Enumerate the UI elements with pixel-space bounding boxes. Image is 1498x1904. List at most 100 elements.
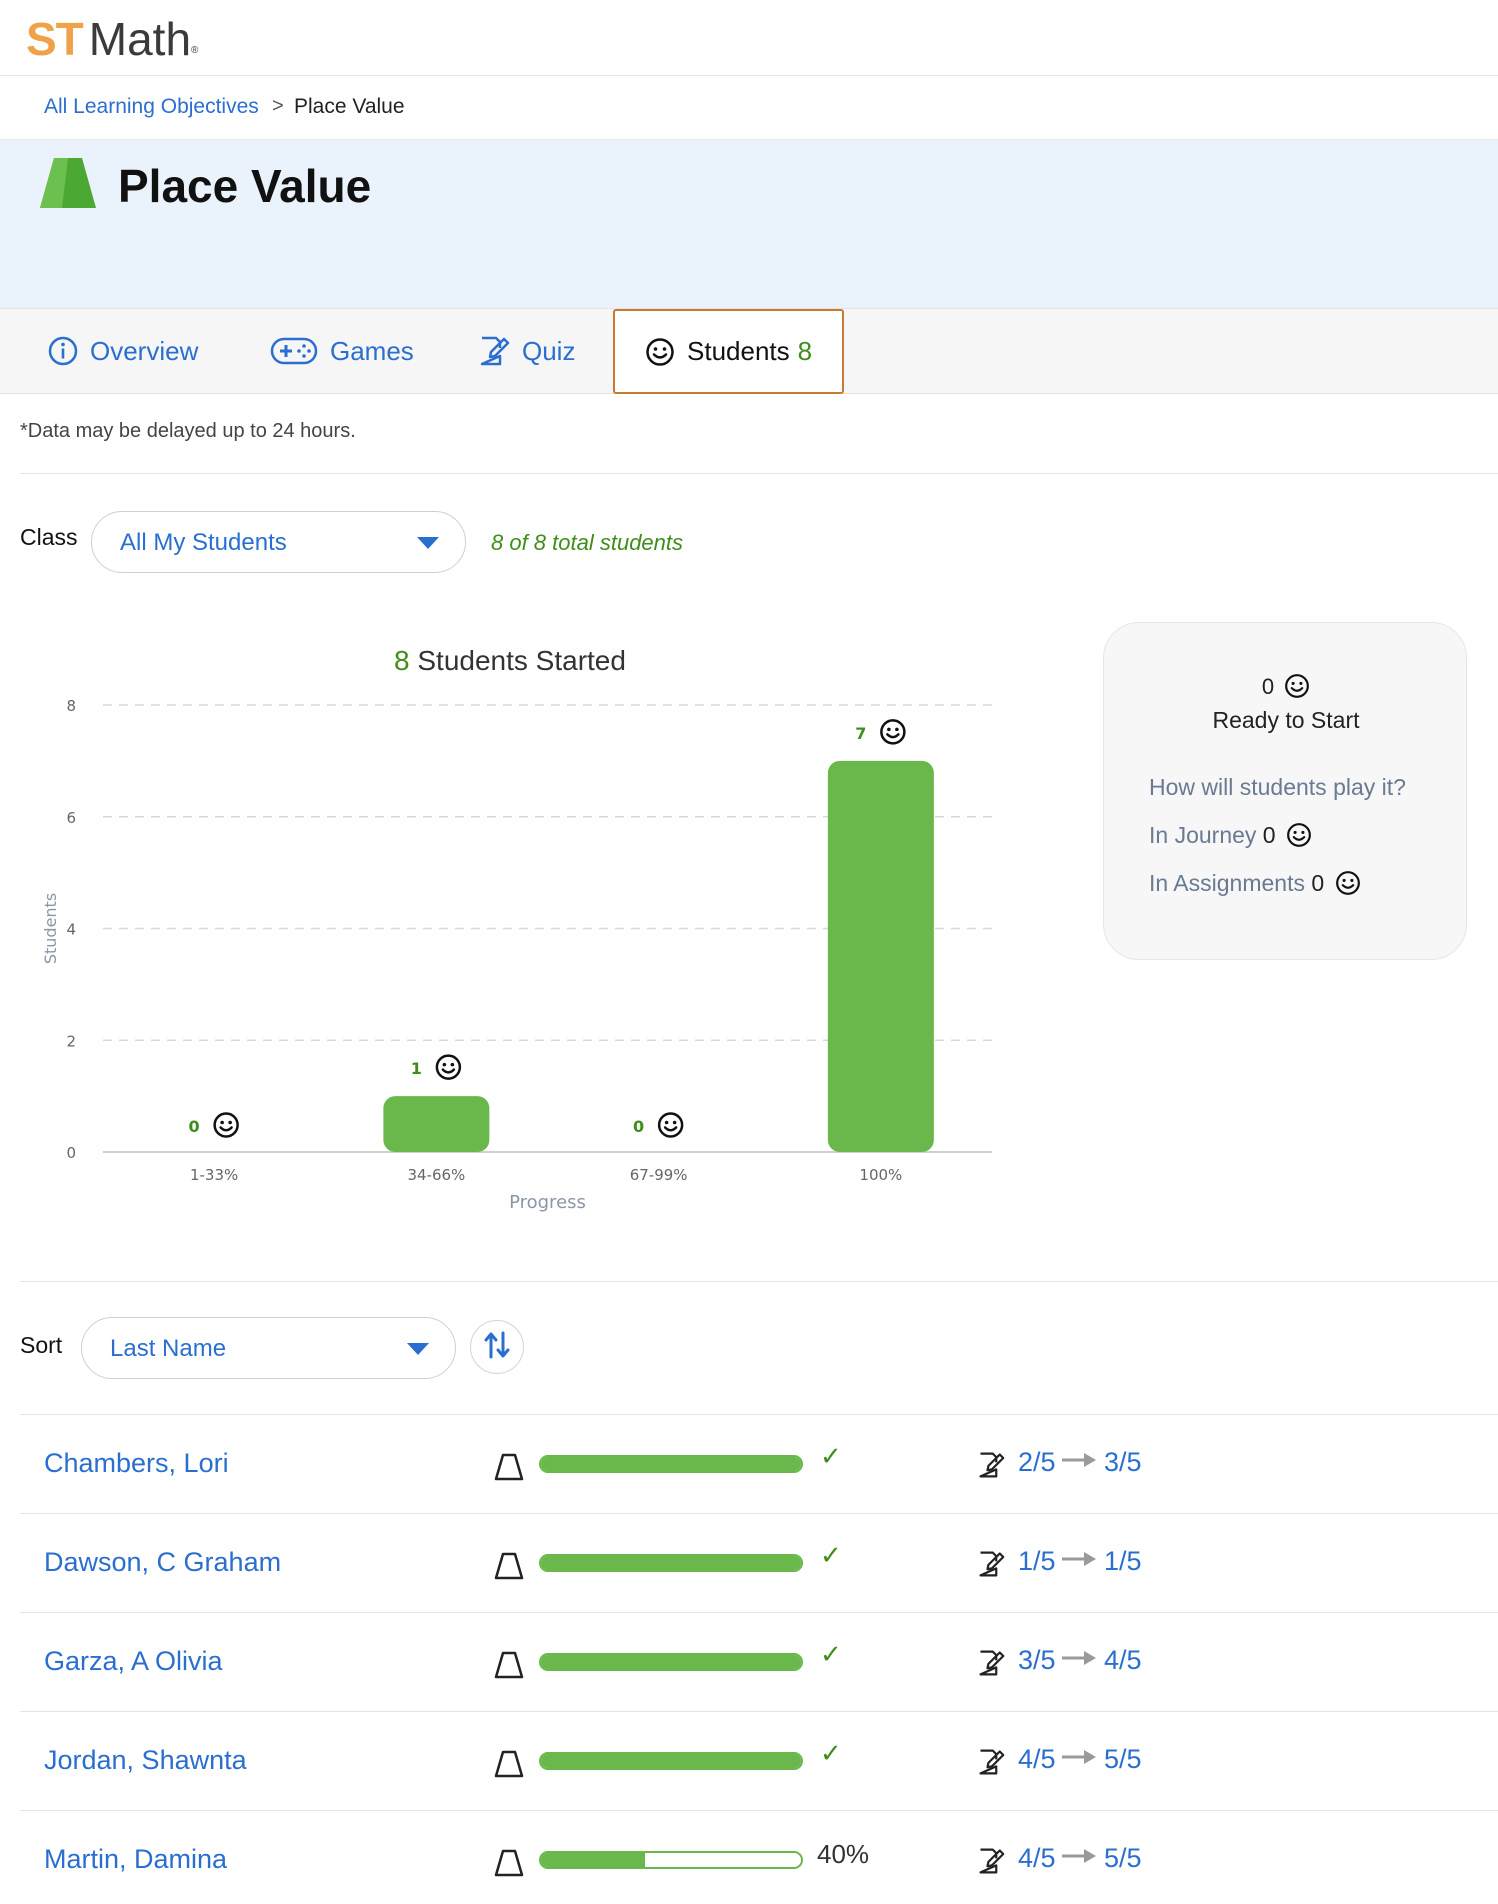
divider [20,473,1498,474]
lab-icon [494,1453,524,1486]
smiley-icon [880,719,906,745]
progress-bar-fill [541,1457,801,1471]
in-journey-label: In Journey [1149,822,1257,848]
arrow-right-icon [1062,1453,1096,1472]
sort-direction-icon [484,1331,510,1364]
page-title: Place Value [118,160,372,212]
post-quiz-score[interactable]: 3/5 [1104,1447,1142,1477]
chart-title-count: 8 [394,645,410,676]
total-students-text: 8 of 8 total students [491,530,684,555]
quiz-icon [977,1847,1005,1880]
breadcrumb-current: Place Value [294,95,405,118]
student-row: Garza, A Olivia ✓ 3/5 4/5 [20,1612,1498,1711]
arrow-right-icon [1062,1849,1096,1868]
lab-icon [494,1849,524,1882]
y-axis-label: Students [41,893,60,964]
student-name-link[interactable]: Chambers, Lori [44,1448,229,1478]
pre-quiz-score[interactable]: 2/5 [1018,1447,1056,1477]
x-tick-label: 100% [859,1166,902,1184]
x-tick-label: 34-66% [407,1166,465,1184]
post-quiz-score[interactable]: 5/5 [1104,1843,1142,1873]
tab-games-label: Games [330,335,414,366]
x-tick-label: 1-33% [190,1166,238,1184]
x-tick-label: 67-99% [630,1166,688,1184]
ready-to-start-label: Ready to Start [1212,707,1360,733]
tab-students-count: 8 [797,336,813,366]
post-quiz-score[interactable]: 4/5 [1104,1645,1142,1675]
in-assignments-count: 0 [1311,870,1325,896]
complete-check-icon: ✓ [820,1441,842,1471]
sort-select-value: Last Name [110,1335,227,1362]
progress-bar-fill [541,1655,801,1669]
tab-games[interactable]: Games [270,309,414,393]
progress-bar [539,1752,803,1770]
ready-count: 0 [1261,674,1275,699]
student-name-link[interactable]: Garza, A Olivia [44,1646,223,1676]
logo-st: ST [26,13,84,65]
divider [20,1281,1498,1282]
page-header: Place Value [0,140,1498,308]
tab-students[interactable]: Students 8 [613,309,845,394]
post-quiz-score[interactable]: 5/5 [1104,1744,1142,1774]
breadcrumb-all-learning-objectives[interactable]: All Learning Objectives [44,95,259,118]
smiley-icon [1284,673,1310,705]
student-name-link[interactable]: Dawson, C Graham [44,1547,282,1577]
smiley-icon [645,337,675,367]
in-assignments-row: In Assignments 0 [1149,870,1361,902]
smiley-icon [213,1112,239,1138]
post-quiz-score[interactable]: 1/5 [1104,1546,1142,1576]
tab-overview[interactable]: Overview [48,309,198,393]
quiz-icon [478,335,510,367]
pre-quiz-score[interactable]: 4/5 [1018,1843,1056,1873]
sort-select[interactable]: Last Name [81,1317,456,1379]
green-trapezoid-icon [40,158,96,213]
quiz-icon [977,1748,1005,1781]
logo-registered: ® [191,45,199,56]
info-icon [48,336,78,366]
student-name-link[interactable]: Martin, Damina [44,1844,228,1874]
play-question: How will students play it? [1149,774,1406,800]
breadcrumb: All Learning Objectives > Place Value [0,77,1498,140]
y-tick-label: 8 [66,697,76,715]
tab-overview-label: Overview [90,335,199,366]
x-axis-label: Progress [509,1192,586,1213]
tab-bar: Overview Games Quiz Students 8 [0,308,1498,394]
chevron-down-icon [407,1343,429,1355]
st-math-logo[interactable]: ST Math® [26,14,198,76]
in-journey-count: 0 [1262,822,1276,848]
tab-quiz[interactable]: Quiz [478,309,575,393]
quiz-icon [977,1550,1005,1583]
student-row: Jordan, Shawnta ✓ 4/5 5/5 [20,1711,1498,1810]
in-assignments-label: In Assignments [1149,870,1305,896]
progress-bar-fill [541,1853,645,1867]
tab-students-label: Students [687,336,790,366]
chart-title: 8 Students Started [394,645,626,677]
pre-quiz-score[interactable]: 4/5 [1018,1744,1056,1774]
complete-check-icon: ✓ [820,1639,842,1669]
quiz-icon [977,1451,1005,1484]
ready-to-start-card: 0 Ready to Start How will students play … [1103,622,1467,960]
progress-bar-fill [541,1754,801,1768]
complete-check-icon: ✓ [820,1738,842,1768]
progress-bar [539,1653,803,1671]
student-name-link[interactable]: Jordan, Shawnta [44,1745,247,1775]
smiley-icon [1286,822,1312,854]
bar-data-label: 0 [633,1117,644,1136]
breadcrumb-separator: > [272,95,284,117]
tab-quiz-label: Quiz [522,335,576,366]
lab-icon [494,1750,524,1783]
progress-bar-fill [541,1556,801,1570]
smiley-icon [657,1112,684,1138]
smiley-icon [1335,870,1361,902]
sort-direction-button[interactable] [470,1320,524,1374]
bar-data-label: 7 [855,724,866,743]
pre-quiz-score[interactable]: 3/5 [1018,1645,1056,1675]
pre-quiz-score[interactable]: 1/5 [1018,1546,1056,1576]
sort-label: Sort [20,1332,63,1358]
progress-bar-chart: 0 2 4 6 8 Students Progress 0 1-33% 1 34-66% 0 67-99… [41,697,992,1213]
bar-data-label: 0 [189,1117,200,1136]
bar [827,760,934,1152]
progress-bar [539,1851,803,1869]
class-select[interactable]: All My Students [91,511,466,573]
class-select-value: All My Students [120,529,287,556]
